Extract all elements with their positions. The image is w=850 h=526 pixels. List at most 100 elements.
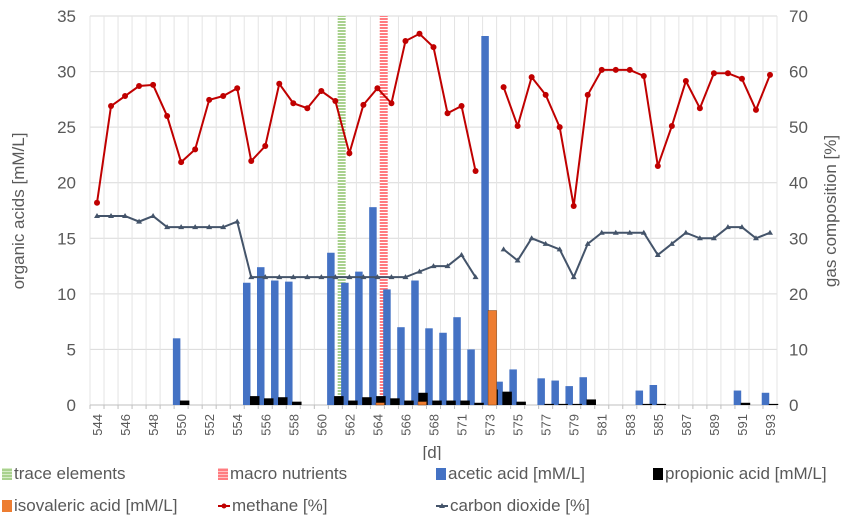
methane-point <box>458 103 465 110</box>
x-tick-label: 548 <box>146 414 161 436</box>
legend-item-methane: methane [%] <box>218 496 327 516</box>
methane-point <box>122 93 129 100</box>
x-tick-label: 564 <box>370 414 385 436</box>
methane-point <box>206 96 213 103</box>
methane-point <box>724 70 731 77</box>
y2-tick-label: 50 <box>789 118 808 137</box>
bar-acetic-acid <box>425 328 433 405</box>
y2-tick-label: 0 <box>789 396 798 415</box>
y2-tick-label: 70 <box>789 7 808 26</box>
carbon-dioxide-point <box>220 224 227 230</box>
carbon-dioxide-point <box>136 218 143 224</box>
bar-isovaleric-acid <box>417 401 427 406</box>
bar-propionic-acid <box>376 396 386 405</box>
carbon-dioxide-point <box>150 213 157 219</box>
methane-point <box>178 159 185 166</box>
y-axis-left-ticks: 0 5 10 15 20 25 30 35 <box>57 7 76 415</box>
methane-point <box>430 44 437 51</box>
methane-point <box>234 85 241 92</box>
legend-item-propionic-acid: propionic acid [mM/L] <box>653 464 827 484</box>
y-tick-label: 25 <box>57 118 76 137</box>
bar-propionic-acid <box>768 403 779 405</box>
legend-label: trace elements <box>14 464 126 483</box>
methane-point <box>332 98 339 105</box>
x-tick-label: 593 <box>763 414 778 436</box>
bar-acetic-acid <box>481 36 489 406</box>
x-tick-label: 546 <box>118 414 133 436</box>
methane-point <box>696 105 703 112</box>
methane-point <box>150 81 157 88</box>
x-axis-ticks: 544 546 548 550 552 554 556 558 560 562 564 566 568 5… <box>89 405 778 436</box>
y-tick-label: 35 <box>57 7 76 26</box>
methane-point <box>556 124 563 131</box>
bar-acetic-acid <box>242 282 251 405</box>
bar-acetic-acid <box>761 392 770 405</box>
methane-point <box>290 100 297 107</box>
carbon-dioxide-point <box>528 235 535 241</box>
methane-point <box>444 110 451 117</box>
methane-point <box>346 150 353 157</box>
bar-acetic-acid <box>383 289 391 405</box>
carbon-dioxide-point <box>178 224 185 230</box>
x-tick-label: 554 <box>230 414 245 436</box>
legend-item-macro-nutrients: macro nutrients <box>218 464 347 484</box>
legend-label: propionic acid [mM/L] <box>665 464 827 483</box>
carbon-dioxide-point <box>626 229 633 235</box>
bar-acetic-acid <box>649 384 658 405</box>
legend-label: carbon dioxide [%] <box>450 496 590 515</box>
bar-acetic-acid <box>411 280 419 405</box>
x-tick-label: 587 <box>679 414 694 436</box>
methane-point <box>570 203 577 210</box>
bar-isovaleric-acid <box>375 402 385 406</box>
methane-point <box>472 168 479 175</box>
methane-point <box>136 83 143 90</box>
event-bands <box>337 16 388 405</box>
carbon-dioxide-point <box>766 229 773 235</box>
bar-acetic-acid <box>635 390 644 405</box>
carbon-dioxide-point <box>248 274 255 280</box>
carbon-dioxide-point <box>416 268 423 274</box>
y-axis-right-label: gas composition [%] <box>821 135 840 287</box>
y2-tick-label: 60 <box>789 63 808 82</box>
methane-point <box>318 88 325 95</box>
bar-acetic-acid <box>341 282 349 405</box>
bar-propionic-acid <box>544 403 554 405</box>
isovaleric-acid-swatch <box>2 500 12 512</box>
bar-series <box>172 36 779 406</box>
carbon-dioxide-point <box>388 274 395 280</box>
y-tick-label: 20 <box>57 174 76 193</box>
methane-point <box>668 123 675 130</box>
bar-propionic-acid <box>516 401 526 405</box>
carbon-dioxide-point <box>654 251 661 257</box>
methane-point <box>164 113 171 120</box>
methane-point <box>388 100 395 107</box>
carbon-dioxide-point <box>94 213 101 219</box>
bar-propionic-acid <box>740 402 751 405</box>
carbon-dioxide-point <box>234 218 241 224</box>
methane-point <box>626 66 633 73</box>
carbon-dioxide-line <box>97 214 477 279</box>
carbon-dioxide-point <box>206 224 213 230</box>
methane-point <box>514 123 521 130</box>
bar-propionic-acid <box>348 400 358 405</box>
methane-point <box>108 103 115 110</box>
bar-acetic-acid <box>453 317 461 405</box>
bar-acetic-acid <box>467 349 475 405</box>
carbon-dioxide-point <box>276 274 283 280</box>
methane-point <box>500 84 507 91</box>
carbon-dioxide-point <box>542 240 549 246</box>
carbon-dioxide-point <box>262 274 269 280</box>
x-tick-label: 591 <box>735 414 750 436</box>
carbon-dioxide-point <box>332 274 339 280</box>
bar-acetic-acid <box>439 332 447 405</box>
bar-propionic-acid <box>432 400 442 405</box>
x-tick-label: 568 <box>427 414 442 436</box>
bar-acetic-acid <box>551 380 559 405</box>
bar-propionic-acid <box>558 403 568 405</box>
legend-item-carbon-dioxide: carbon dioxide [%] <box>436 496 590 516</box>
x-tick-label: 581 <box>595 414 610 436</box>
y-tick-label: 30 <box>57 63 76 82</box>
carbon-dioxide-point <box>290 274 297 280</box>
bar-propionic-acid <box>418 392 428 405</box>
gridlines <box>89 15 778 406</box>
